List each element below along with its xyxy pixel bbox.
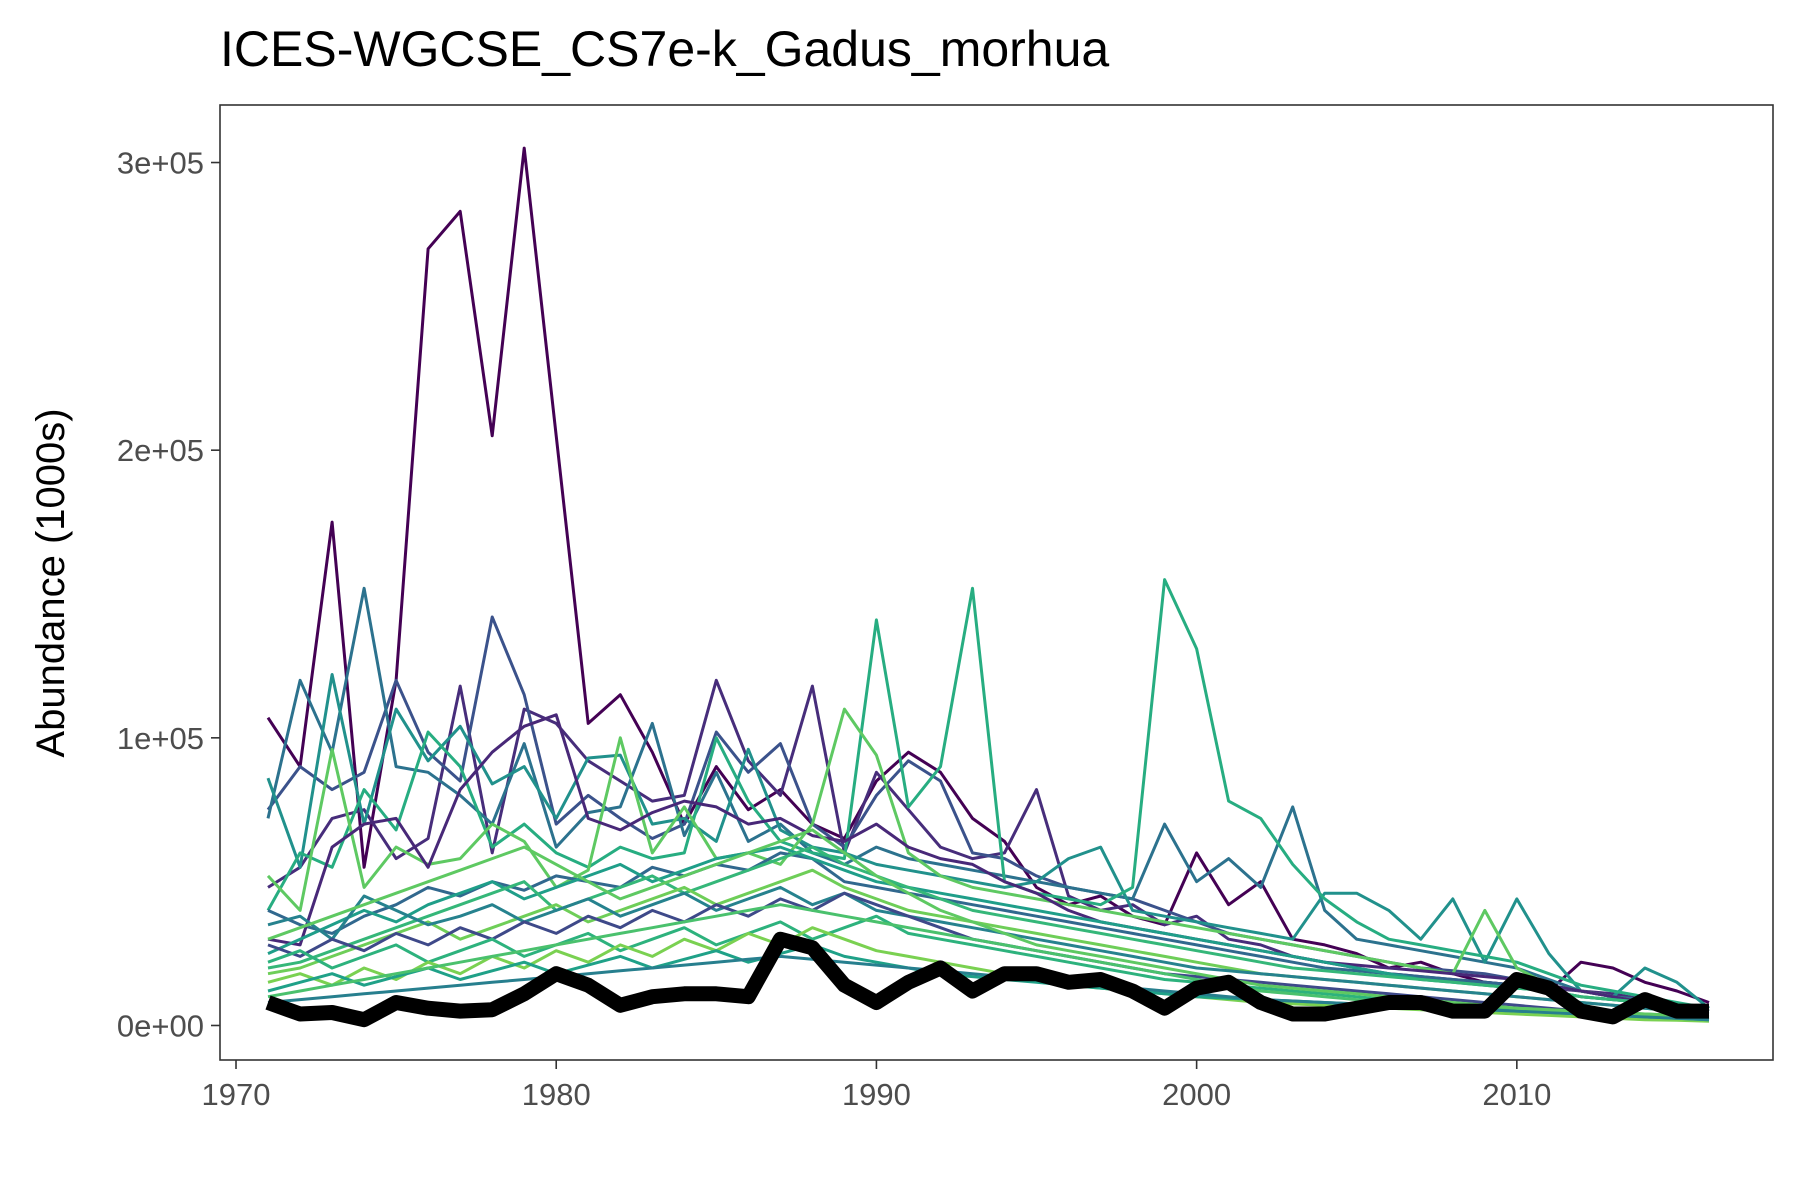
series-line-1 [266,146,1710,1004]
x-tick-label: 2010 [1482,1077,1551,1112]
y-tick-label: 2e+05 [117,433,204,468]
series-lines [266,146,1710,1023]
x-axis: 1970 1980 1990 2000 2010 [202,1060,1551,1112]
series-line-13 [267,885,1710,1016]
x-tick-label: 2000 [1162,1077,1231,1112]
chart-title: ICES-WGCSE_CS7e-k_Gadus_morhua [220,21,1109,77]
y-axis: 0e+00 1e+05 2e+05 3e+05 [117,146,220,1043]
series-line-7 [266,707,1710,1013]
x-tick-label: 1990 [842,1077,911,1112]
highlight-series [265,931,1709,1028]
x-tick-label: 1980 [522,1077,591,1112]
y-tick-label: 0e+00 [117,1008,204,1043]
highlight-series-line [265,931,1709,1028]
series-line-5 [266,673,1710,1010]
plot-panel [219,104,1774,1061]
y-axis-label: Abundance (1000s) [29,408,73,757]
y-tick-label: 3e+05 [117,146,204,181]
series-line-3 [266,615,1710,1013]
y-tick-label: 1e+05 [117,721,204,756]
x-tick-label: 1970 [202,1077,271,1112]
series-line-9 [267,713,1710,1013]
series-line-11 [267,845,1710,1013]
series-line-6 [266,578,1710,1010]
